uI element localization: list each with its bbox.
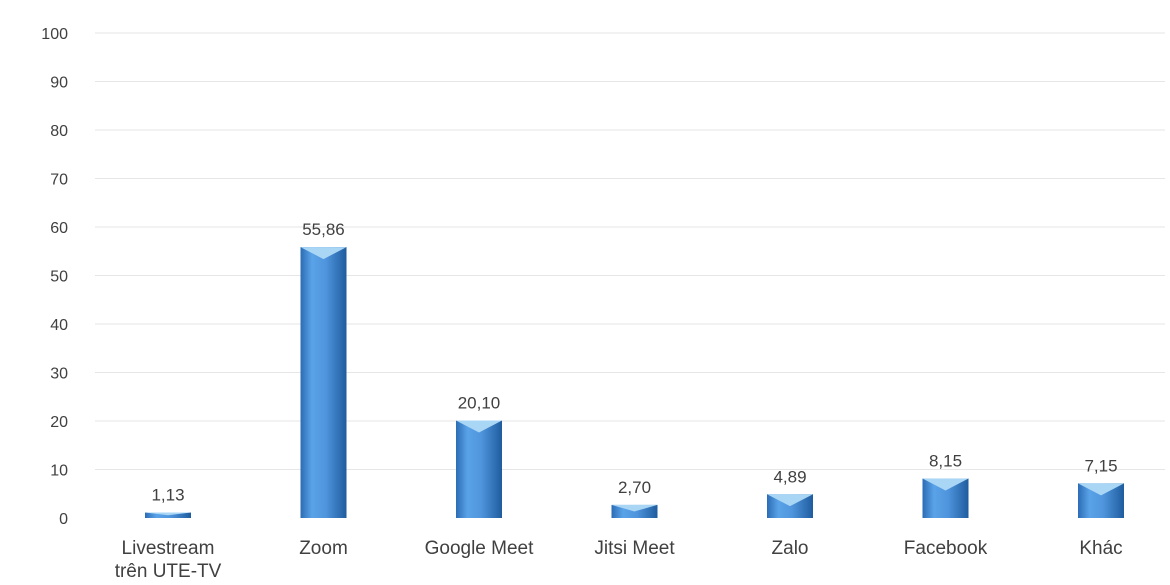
x-category-label: Jitsi Meet xyxy=(594,538,675,559)
data-label: 2,70 xyxy=(618,478,651,497)
data-label: 7,15 xyxy=(1084,456,1117,475)
x-category-label: Khác xyxy=(1079,538,1122,559)
data-label: 1,13 xyxy=(151,486,184,505)
x-category-label: Facebook xyxy=(904,538,988,559)
bar xyxy=(611,504,658,518)
x-category-line: Google Meet xyxy=(425,538,535,559)
gridlines xyxy=(95,32,1165,470)
y-tick-label: 40 xyxy=(50,317,68,334)
data-label: 8,15 xyxy=(929,451,962,470)
bar-cap xyxy=(1078,483,1124,496)
bar-cap xyxy=(611,504,658,512)
bar-body xyxy=(456,420,502,518)
data-label: 20,10 xyxy=(458,394,501,413)
x-category-line: Livestream xyxy=(122,538,215,559)
bar-cap xyxy=(300,247,347,260)
x-category-line: Khác xyxy=(1079,538,1122,559)
x-category-label: Google Meet xyxy=(425,538,535,559)
x-category-line: Zoom xyxy=(299,538,348,559)
x-category-label: Zalo xyxy=(772,538,809,559)
bar xyxy=(922,478,969,518)
bar xyxy=(767,494,813,518)
y-tick-label: 10 xyxy=(50,463,68,480)
x-category-line: trên UTE-TV xyxy=(115,561,222,582)
bar xyxy=(456,420,502,518)
bar-cap xyxy=(456,420,502,433)
y-tick-label: 90 xyxy=(50,75,68,92)
bar-cap xyxy=(767,494,813,507)
data-label: 4,89 xyxy=(773,467,806,486)
x-axis-categories: Livestream trên UTE-TV Zoom Google Meet Jits… xyxy=(115,538,1123,582)
bar xyxy=(1078,483,1124,518)
y-tick-label: 60 xyxy=(50,220,68,237)
bar-cap xyxy=(145,512,191,516)
bar-cap xyxy=(922,478,969,491)
data-label: 55,86 xyxy=(302,220,345,239)
y-axis-ticks: 0 10 20 30 40 50 60 70 80 90 100 xyxy=(41,26,68,528)
y-tick-label: 30 xyxy=(50,366,68,383)
x-category-line: Facebook xyxy=(904,538,988,559)
x-category-label: Zoom xyxy=(299,538,348,559)
bars xyxy=(145,247,1124,519)
x-category-line: Jitsi Meet xyxy=(594,538,675,559)
x-category-line: Zalo xyxy=(772,538,809,559)
y-tick-label: 100 xyxy=(41,26,68,43)
y-tick-label: 70 xyxy=(50,172,68,189)
y-tick-label: 0 xyxy=(59,511,68,528)
data-labels: 1,13 55,86 20,10 2,70 4,89 8,15 7,15 xyxy=(151,220,1117,504)
bar xyxy=(145,512,191,518)
y-tick-label: 20 xyxy=(50,414,68,431)
x-category-label: Livestream trên UTE-TV xyxy=(115,538,222,582)
y-tick-label: 80 xyxy=(50,123,68,140)
bar-body xyxy=(300,247,347,519)
bar xyxy=(300,247,347,519)
y-tick-label: 50 xyxy=(50,269,68,286)
